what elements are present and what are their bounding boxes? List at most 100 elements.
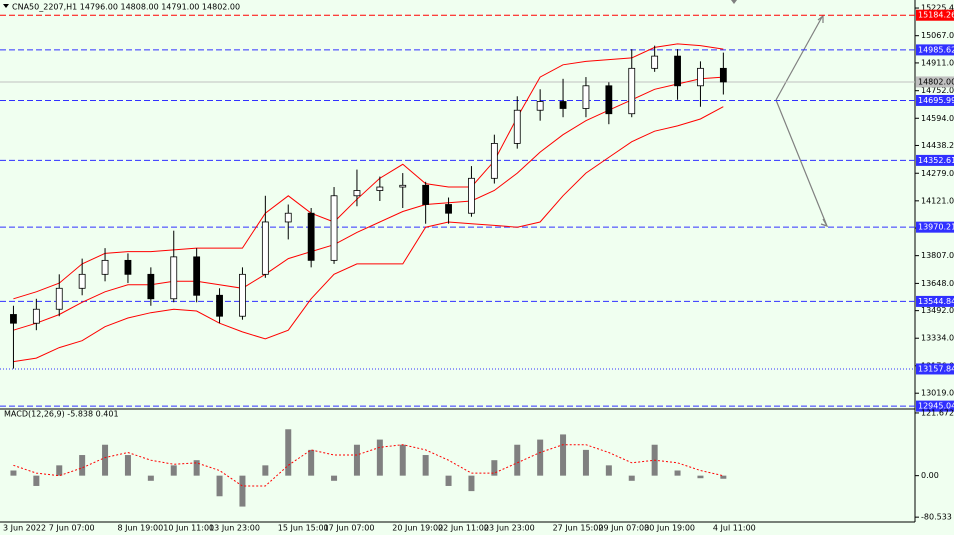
macd-bar	[422, 455, 429, 476]
candle-body	[536, 101, 544, 111]
macd-bar	[147, 475, 154, 481]
candle-body	[628, 67, 636, 115]
candle-body	[124, 259, 132, 275]
bollinger-band	[13, 43, 724, 300]
candle-body	[147, 273, 155, 300]
macd-bar	[560, 434, 567, 476]
level-label-bg	[916, 76, 954, 88]
chart-title: CNA50_2207,H1 14796.00 14808.00 14791.00…	[12, 3, 240, 12]
x-tick-label: 20 Jun 19:00	[392, 524, 443, 533]
y-tick-label: 13334.00	[921, 334, 954, 343]
macd-bar	[308, 449, 315, 476]
y-tick-label: 13648.00	[921, 279, 954, 288]
y-tick-label: 13019.00	[921, 389, 954, 398]
x-tick-label: 23 Jun 23:00	[484, 524, 535, 533]
bollinger-band	[13, 106, 724, 363]
macd-bar	[537, 439, 544, 476]
candle-body	[651, 55, 659, 69]
candle-body	[353, 190, 361, 197]
macd-bar	[514, 444, 521, 476]
y-tick-label: -80.533	[921, 513, 952, 522]
menu-icon[interactable]	[3, 4, 9, 8]
macd-bar	[605, 465, 612, 476]
macd-bar	[216, 475, 223, 497]
candle-body	[170, 256, 178, 300]
y-tick-label: 14752.00	[921, 86, 954, 95]
y-tick-label: 121.672	[921, 408, 954, 417]
candle-body	[399, 184, 407, 188]
y-tick-label: 15225.40	[921, 4, 954, 13]
candle-body	[605, 85, 613, 115]
level-label: 14352.61	[918, 156, 954, 165]
level-label: 14802.00	[918, 77, 954, 86]
y-tick-label: 15067.00	[921, 31, 954, 40]
candle-body	[193, 256, 201, 296]
candle-body	[445, 204, 452, 214]
x-tick-label: 27 Jun 15:00	[553, 524, 604, 533]
level-label: 13157.84	[918, 364, 954, 373]
x-tick-label: 15 Jun 15:00	[278, 524, 329, 533]
level-label-bg	[916, 400, 954, 412]
candle-body	[261, 221, 269, 275]
macd-bar	[79, 455, 86, 476]
x-tick-label: 10 Jun 11:00	[163, 524, 214, 533]
candle-body	[490, 143, 498, 179]
level-label-bg	[916, 154, 954, 166]
macd-bar	[170, 465, 177, 476]
x-tick-label: 7 Jun 07:00	[49, 524, 95, 533]
projection-arrows	[775, 14, 829, 228]
candle-body	[55, 287, 63, 310]
candle-body	[307, 212, 315, 261]
candle-body	[376, 186, 384, 191]
candle-body	[468, 177, 475, 214]
candle-body	[422, 184, 430, 205]
macd-bar	[285, 429, 292, 476]
level-label: 15184.26	[918, 11, 954, 20]
y-tick-label: 13807.00	[921, 251, 954, 260]
y-tick-label: 14438.20	[921, 141, 954, 150]
macd-title: MACD(12,26,9) -5.838 0.401	[4, 410, 119, 419]
level-label-bg	[916, 295, 954, 307]
candle-body	[10, 314, 17, 324]
macd-bar	[628, 475, 635, 481]
macd-bar	[193, 460, 200, 476]
macd-bar	[353, 444, 360, 476]
macd-bar	[331, 475, 338, 481]
candle-body	[582, 85, 590, 109]
x-tick-label: 29 Jun 07:00	[598, 524, 649, 533]
candle-body	[697, 67, 704, 87]
x-tick-label: 30 Jun 19:00	[644, 524, 695, 533]
macd-bar	[445, 475, 452, 486]
candle-body	[101, 259, 109, 275]
macd-bar	[262, 465, 269, 476]
level-label-bg	[916, 363, 954, 375]
y-tick-label: 13492.00	[921, 306, 954, 315]
level-label-bg	[916, 44, 954, 56]
x-tick-label: 17 Jun 07:00	[324, 524, 375, 533]
candle-body	[330, 195, 338, 261]
candle-body	[674, 55, 681, 87]
macd-bar	[376, 439, 383, 476]
level-label: 13970.21	[918, 223, 954, 232]
level-label: 14985.62	[918, 45, 954, 54]
y-tick-label: 14121.00	[921, 196, 954, 205]
macd-bar	[399, 444, 406, 476]
y-tick-label: 14279.00	[921, 169, 954, 178]
x-tick-label: 8 Jun 19:00	[118, 524, 164, 533]
level-label: 13544.84	[918, 297, 954, 306]
macd-bar	[582, 449, 589, 476]
macd-bar	[33, 475, 40, 486]
macd-bar	[124, 455, 131, 476]
macd-bar	[102, 444, 109, 476]
macd-bar	[720, 475, 727, 479]
level-label-bg	[916, 94, 954, 106]
candle-body	[32, 308, 40, 324]
candle-body	[559, 101, 567, 109]
x-tick-label: 3 Jun 2022	[3, 524, 46, 533]
bollinger-band	[13, 76, 724, 331]
x-tick-label: 13 Jun 23:00	[209, 524, 260, 533]
y-tick-label: 14594.00	[921, 114, 954, 123]
level-label-bg	[916, 9, 954, 21]
